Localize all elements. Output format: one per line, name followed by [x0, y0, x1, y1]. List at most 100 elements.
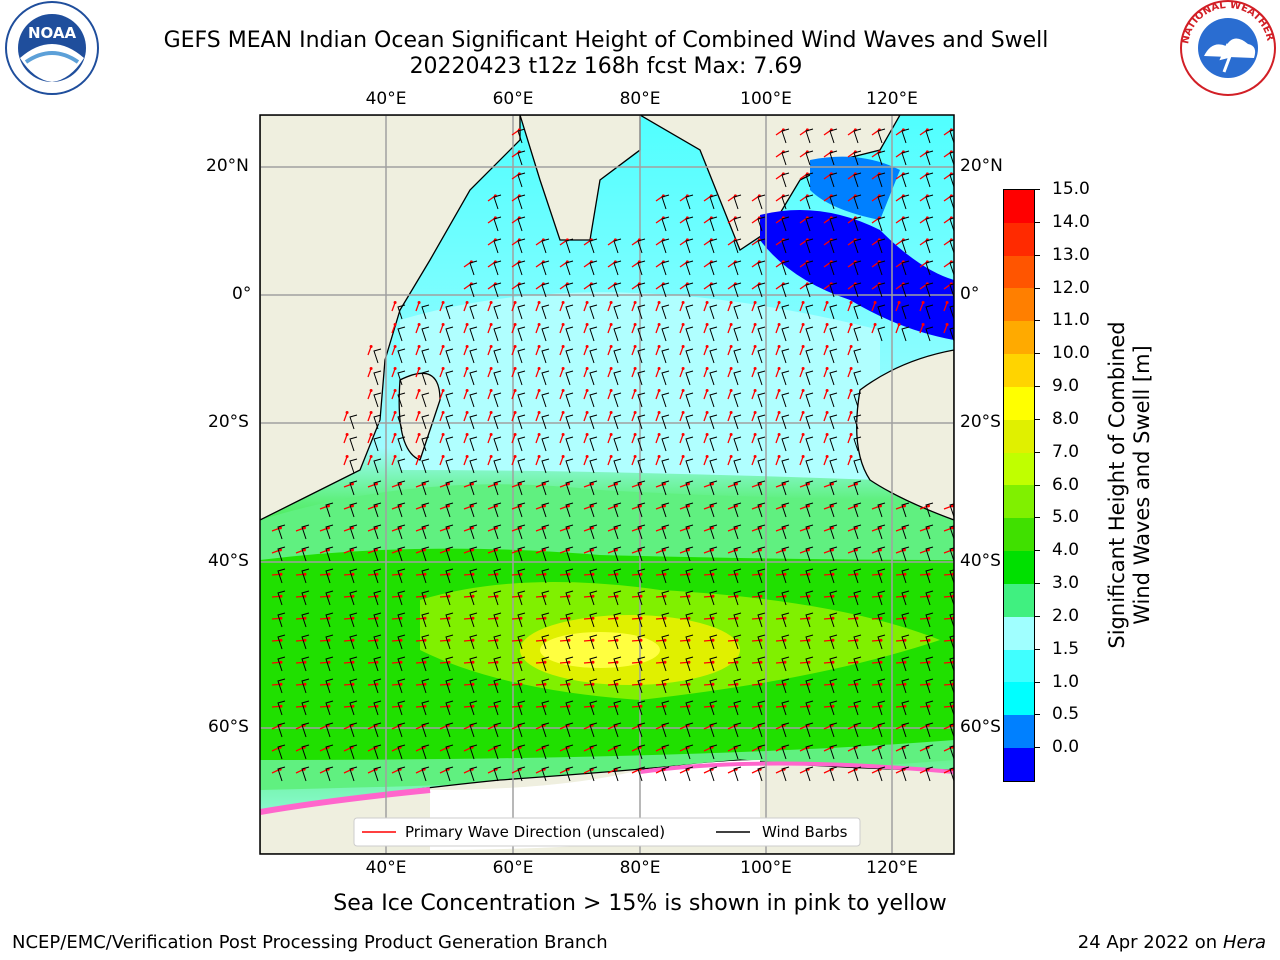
wave-arrow [583, 239, 592, 246]
wave-arrow [775, 324, 780, 334]
wind-barb [877, 524, 886, 540]
wave-arrow [487, 261, 496, 268]
wind-barb [613, 392, 622, 408]
colorbar-tick-label: 15.0 [1052, 179, 1090, 199]
wave-arrow-head [661, 194, 665, 198]
wave-arrow-head [489, 411, 493, 415]
wind-barb [661, 480, 670, 496]
wave-arrow-head [542, 526, 546, 530]
wave-arrow [511, 573, 522, 576]
wave-arrow [487, 217, 496, 224]
wind-barb [613, 370, 622, 386]
wave-arrow-head [393, 367, 397, 371]
colorbar-segment [1004, 485, 1034, 519]
wind-barb [901, 722, 910, 738]
wave-arrow-head [806, 745, 810, 749]
wave-arrow-head [657, 367, 661, 371]
wave-arrow-head [327, 704, 331, 708]
wind-barb [685, 348, 694, 364]
wind-barb [613, 700, 622, 716]
wave-arrow [679, 724, 689, 730]
wave-arrow-head [781, 150, 785, 154]
wave-arrow-head [777, 411, 781, 415]
wave-arrow [655, 302, 660, 312]
wave-arrow [343, 434, 348, 444]
wind-barb [781, 172, 790, 188]
wind-barb [661, 700, 670, 716]
wave-arrow-head [662, 526, 666, 530]
wave-arrow-head [375, 616, 379, 620]
colorbar [1003, 189, 1035, 782]
colorbar-segment [1004, 682, 1034, 716]
wave-arrow-head [541, 282, 545, 286]
wave-arrow-head [590, 526, 594, 530]
wave-arrow-head [638, 482, 642, 486]
wave-arrow-head [950, 526, 954, 530]
wave-arrow-head [398, 723, 402, 727]
wave-arrow-head [278, 723, 282, 727]
colorbar-tick-label: 0.0 [1052, 737, 1080, 758]
wave-arrow [511, 151, 520, 158]
wave-arrow-head [777, 389, 781, 393]
wind-barb [949, 525, 954, 540]
wind-barb [805, 678, 814, 694]
wind-barb [349, 590, 358, 606]
wind-barb [565, 458, 574, 474]
wave-arrow-head [513, 433, 517, 437]
wind-barb [517, 744, 526, 760]
wave-arrow [775, 505, 785, 510]
wind-barb [661, 304, 670, 320]
wind-barb [541, 414, 550, 430]
wave-arrow-head [327, 616, 331, 620]
wave-arrow-head [686, 723, 690, 727]
wave-arrow-head [537, 389, 541, 393]
wave-arrow [511, 617, 522, 620]
wave-arrow-head [945, 301, 949, 305]
wave-arrow-head [465, 367, 469, 371]
wind-barb [901, 678, 910, 694]
wave-arrow-head [327, 594, 331, 598]
wave-arrow [535, 390, 540, 400]
wave-arrow [943, 173, 952, 180]
wind-barb [925, 656, 934, 672]
lon-label-bottom-40: 40°E [365, 858, 407, 878]
wind-barb [301, 722, 310, 738]
wave-arrow-head [759, 638, 763, 642]
wave-arrow-head [422, 548, 426, 552]
wind-barb [949, 239, 954, 254]
wave-arrow [751, 217, 760, 224]
wave-arrow-head [543, 682, 547, 686]
wind-barb [781, 458, 790, 474]
wave-arrow [847, 412, 852, 422]
wave-arrow-head [561, 411, 565, 415]
wind-barb [397, 524, 406, 540]
wave-arrow-head [681, 455, 685, 459]
wave-arrow [391, 746, 401, 752]
wave-arrow-head [709, 194, 713, 198]
wave-arrow [943, 724, 953, 730]
wind-barb [517, 150, 526, 166]
wave-arrow [703, 595, 714, 598]
wave-arrow [607, 390, 612, 400]
wave-arrow [679, 746, 689, 752]
wave-arrow-head [470, 504, 474, 508]
wave-arrow-head [279, 616, 283, 620]
wind-barb [733, 194, 742, 210]
wind-barb [445, 458, 454, 474]
wind-barb [277, 744, 286, 760]
wave-arrow [895, 239, 904, 246]
wave-arrow [343, 724, 353, 730]
wave-arrow-head [879, 660, 883, 664]
wind-barb [853, 304, 862, 320]
wave-arrow [919, 195, 928, 202]
wind-barb [397, 766, 406, 782]
wave-arrow [799, 683, 810, 686]
wave-arrow [775, 239, 784, 246]
wind-barb [637, 282, 646, 298]
wave-arrow-head [855, 682, 859, 686]
wind-barb [589, 370, 598, 386]
wind-barb [829, 326, 838, 342]
wave-arrow [487, 683, 498, 686]
wave-arrow-head [657, 323, 661, 327]
wind-barb [493, 502, 502, 518]
